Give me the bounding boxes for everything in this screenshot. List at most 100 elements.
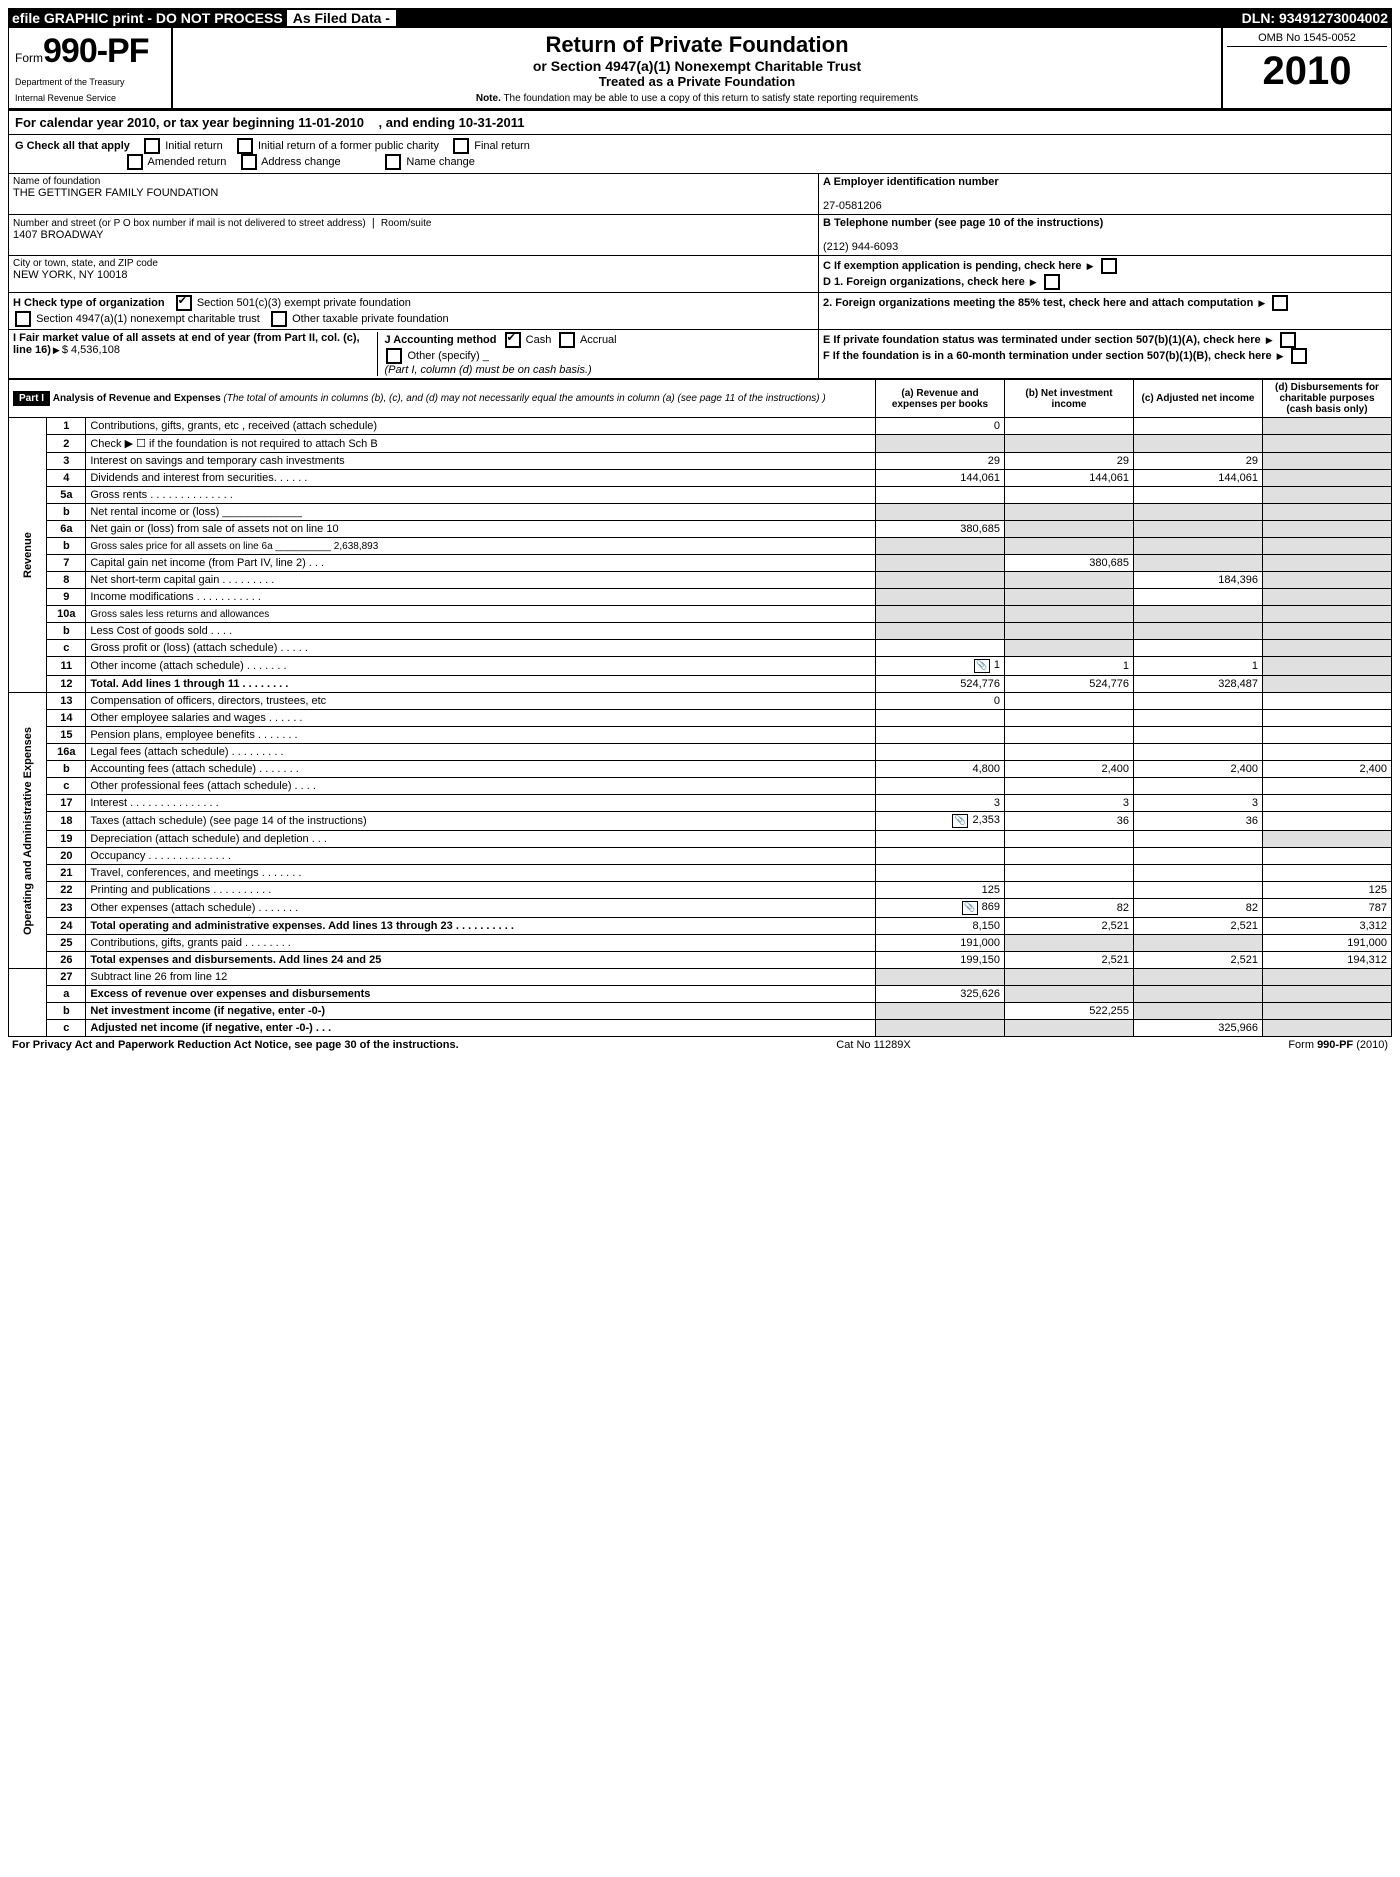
- form-subtitle1: or Section 4947(a)(1) Nonexempt Charitab…: [183, 58, 1211, 74]
- attachment-icon[interactable]: 📎: [962, 901, 978, 915]
- i-j-cell: I Fair market value of all assets at end…: [9, 330, 819, 379]
- attachment-icon[interactable]: 📎: [974, 659, 990, 673]
- value-cell: [1005, 606, 1134, 623]
- attachment-icon[interactable]: 📎: [952, 814, 968, 828]
- line-number: 15: [47, 727, 86, 744]
- value-cell: 2,400: [1134, 761, 1263, 778]
- line-number: 7: [47, 555, 86, 572]
- checkbox-e[interactable]: [1280, 332, 1296, 348]
- line-description: Depreciation (attach schedule) and deple…: [86, 831, 876, 848]
- line-description: Other income (attach schedule) . . . . .…: [86, 657, 876, 676]
- value-cell: 29: [1005, 453, 1134, 470]
- checkbox-j-other[interactable]: [386, 348, 402, 364]
- value-cell: [1263, 572, 1392, 589]
- value-cell: 144,061: [1005, 470, 1134, 487]
- line-description: Gross sales price for all assets on line…: [86, 538, 876, 555]
- checkbox-j-cash[interactable]: [505, 332, 521, 348]
- value-cell: 522,255: [1005, 1003, 1134, 1020]
- checkbox-h-other[interactable]: [271, 311, 287, 327]
- checkbox-amended[interactable]: [127, 154, 143, 170]
- checkbox-h-4947[interactable]: [15, 311, 31, 327]
- checkbox-j-accrual[interactable]: [559, 332, 575, 348]
- c-d-cell: C If exemption application is pending, c…: [819, 256, 1391, 293]
- part1-subtitle: (The total of amounts in columns (b), (c…: [223, 393, 825, 404]
- line-number: 9: [47, 589, 86, 606]
- part1-title: Analysis of Revenue and Expenses: [53, 393, 221, 404]
- line-description: Interest . . . . . . . . . . . . . . .: [86, 795, 876, 812]
- footer-mid: Cat No 11289X: [836, 1039, 910, 1051]
- e-f-cell: E If private foundation status was termi…: [819, 330, 1391, 379]
- value-cell: [1134, 623, 1263, 640]
- line-number: 2: [47, 435, 86, 453]
- line-description: Excess of revenue over expenses and disb…: [86, 986, 876, 1003]
- line-description: Net short-term capital gain . . . . . . …: [86, 572, 876, 589]
- value-cell: 36: [1134, 812, 1263, 831]
- value-cell: 144,061: [876, 470, 1005, 487]
- value-cell: [876, 623, 1005, 640]
- value-cell: [1134, 727, 1263, 744]
- checkbox-name-change[interactable]: [385, 154, 401, 170]
- value-cell: [1134, 969, 1263, 986]
- checkbox-final-return[interactable]: [453, 138, 469, 154]
- value-cell: [1005, 435, 1134, 453]
- value-cell: 3: [876, 795, 1005, 812]
- value-cell: [1134, 418, 1263, 435]
- line-description: Net gain or (loss) from sale of assets n…: [86, 521, 876, 538]
- line-description: Income modifications . . . . . . . . . .…: [86, 589, 876, 606]
- value-cell: [1263, 640, 1392, 657]
- value-cell: [1005, 623, 1134, 640]
- line-description: Interest on savings and temporary cash i…: [86, 453, 876, 470]
- value-cell: [1005, 589, 1134, 606]
- value-cell: [876, 727, 1005, 744]
- value-cell: [876, 640, 1005, 657]
- line-description: Total. Add lines 1 through 11 . . . . . …: [86, 676, 876, 693]
- value-cell: [876, 538, 1005, 555]
- line-description: Occupancy . . . . . . . . . . . . . .: [86, 848, 876, 865]
- checkbox-d1[interactable]: [1044, 274, 1060, 290]
- value-cell: [1134, 710, 1263, 727]
- line-number: 19: [47, 831, 86, 848]
- line-description: Travel, conferences, and meetings . . . …: [86, 865, 876, 882]
- value-cell: [1263, 812, 1392, 831]
- value-cell: [1263, 504, 1392, 521]
- value-cell: [876, 555, 1005, 572]
- value-cell: [876, 744, 1005, 761]
- line-number: 13: [47, 693, 86, 710]
- value-cell: [1134, 865, 1263, 882]
- checkbox-h-501c3[interactable]: [176, 295, 192, 311]
- value-cell: [1005, 831, 1134, 848]
- value-cell: 2,521: [1134, 952, 1263, 969]
- value-cell: 2,521: [1134, 918, 1263, 935]
- checkbox-f[interactable]: [1291, 348, 1307, 364]
- line-description: Contributions, gifts, grants, etc , rece…: [86, 418, 876, 435]
- checkbox-initial-former[interactable]: [237, 138, 253, 154]
- value-cell: 1: [1134, 657, 1263, 676]
- footer: For Privacy Act and Paperwork Reduction …: [8, 1037, 1392, 1053]
- value-cell: [1134, 640, 1263, 657]
- form-note: Note. The foundation may be able to use …: [183, 93, 1211, 104]
- value-cell: [1134, 521, 1263, 538]
- line-number: 5a: [47, 487, 86, 504]
- line-description: Other professional fees (attach schedule…: [86, 778, 876, 795]
- value-cell: 29: [876, 453, 1005, 470]
- omb-number: OMB No 1545-0052: [1227, 32, 1387, 47]
- checkbox-initial-return[interactable]: [144, 138, 160, 154]
- checkbox-address-change[interactable]: [241, 154, 257, 170]
- line-description: Adjusted net income (if negative, enter …: [86, 1020, 876, 1037]
- value-cell: [876, 831, 1005, 848]
- line-number: b: [47, 761, 86, 778]
- form-number: 990-PF: [43, 32, 149, 70]
- value-cell: [1005, 521, 1134, 538]
- line-number: c: [47, 1020, 86, 1037]
- checkbox-d2[interactable]: [1272, 295, 1288, 311]
- form-prefix: Form: [15, 51, 43, 65]
- value-cell: [1263, 676, 1392, 693]
- form-title: Return of Private Foundation: [183, 32, 1211, 58]
- line-number: 17: [47, 795, 86, 812]
- foundation-name-cell: Name of foundation THE GETTINGER FAMILY …: [9, 174, 819, 215]
- value-cell: [1263, 831, 1392, 848]
- line-number: 22: [47, 882, 86, 899]
- value-cell: [876, 504, 1005, 521]
- checkbox-c[interactable]: [1101, 258, 1117, 274]
- value-cell: [1134, 986, 1263, 1003]
